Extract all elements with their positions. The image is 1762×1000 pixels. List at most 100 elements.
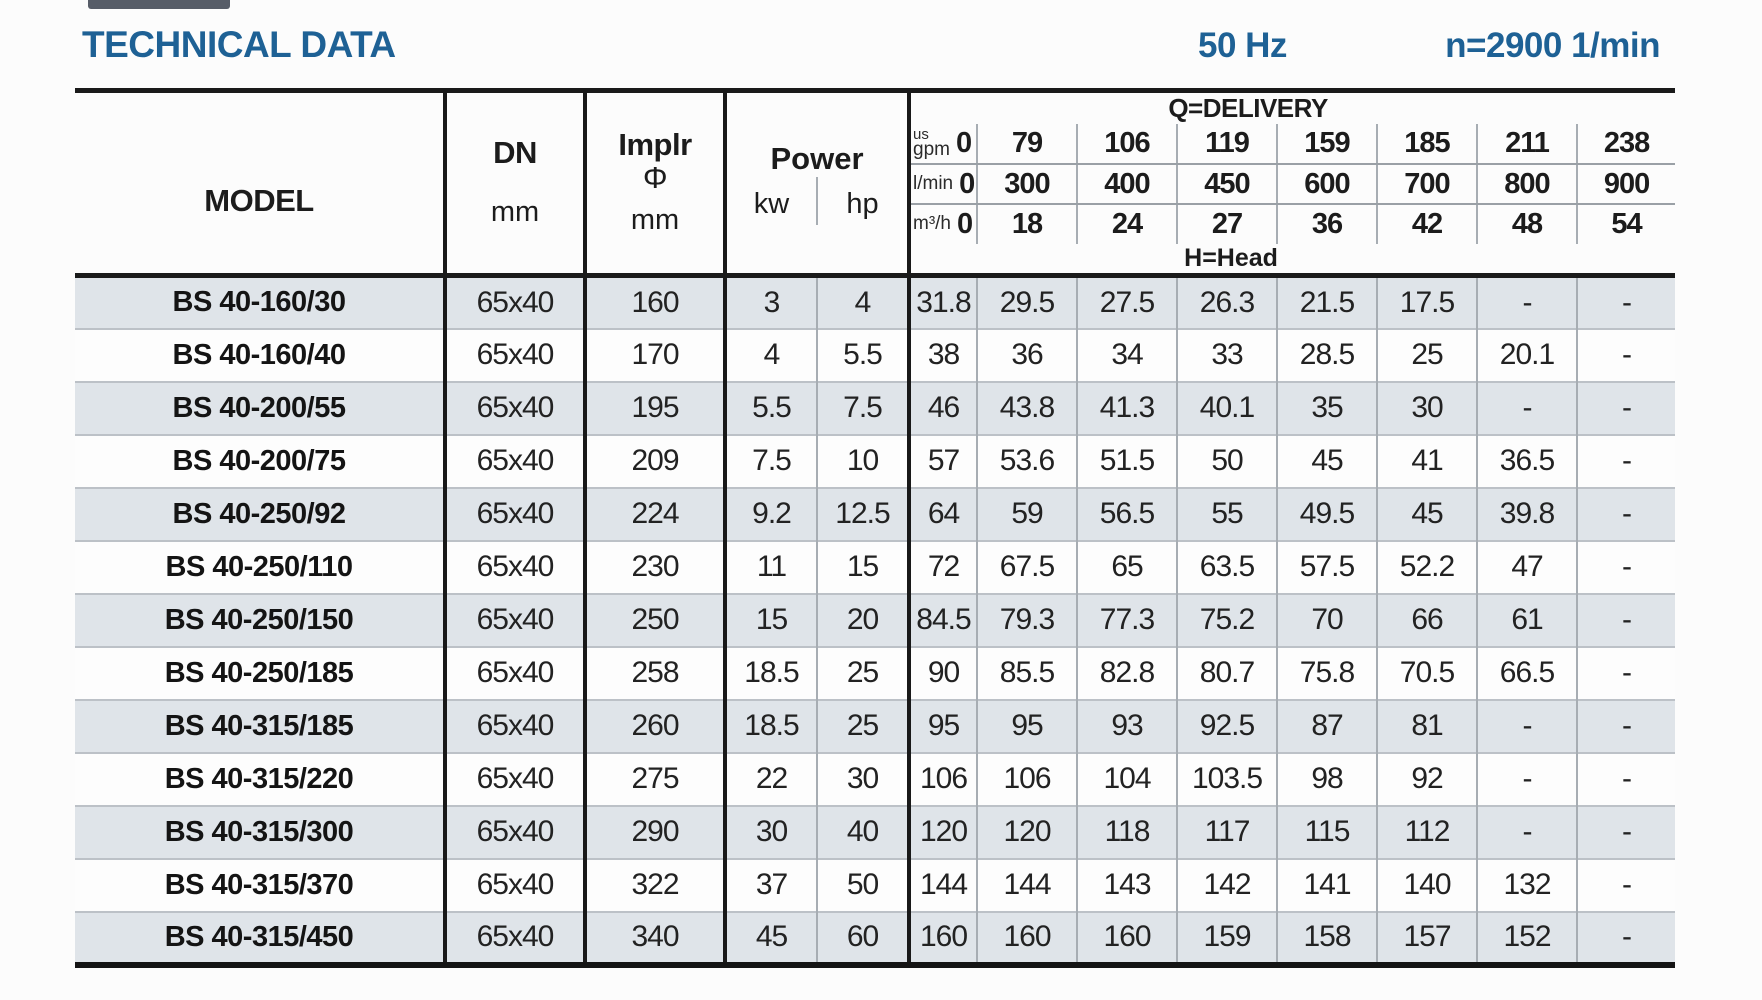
head-value-cell: 92.5 [1176, 698, 1277, 753]
dn-cell: 65x40 [443, 380, 585, 435]
delivery-value-cell: 700 [1376, 164, 1477, 205]
head-value-cell: 160 [976, 910, 1077, 965]
dn-cell: 65x40 [443, 486, 585, 541]
head-value-cell: 82.8 [1076, 645, 1177, 700]
kw-cell: 22 [723, 751, 817, 806]
head-value-cell: 64 [907, 486, 977, 541]
unit-zero-cell: m³/h 0 [907, 204, 977, 244]
dn-header-cell: DN mm [443, 90, 585, 278]
implr-cell: 224 [583, 486, 725, 541]
model-header-cell: MODEL [75, 90, 445, 278]
implr-cell: 290 [583, 804, 725, 859]
model: BS 40-315/300 [75, 804, 445, 859]
hp-cell: 10 [816, 433, 909, 488]
head-value-cell: 30 [1376, 380, 1477, 435]
delivery-value-cell: 800 [1476, 164, 1577, 205]
dn-cell: 65x40 [443, 698, 585, 753]
head-value-cell: 43.8 [976, 380, 1077, 435]
unit-label-wrap: l/min 0 [911, 168, 976, 201]
head-value-cell: 38 [907, 327, 977, 382]
frequency-label: 50 Hz [1198, 26, 1287, 65]
unit-label: us gpm [913, 126, 950, 159]
head-value-cell: 57 [907, 433, 977, 488]
delivery-header-cell: Q=DELIVERY [906, 90, 1676, 124]
unit-label-line: us [913, 126, 929, 144]
head-value-cell: 46 [907, 380, 977, 435]
unit-zero-cell: l/min 0 [907, 164, 977, 205]
head-value-cell: - [1575, 698, 1676, 753]
head-value-cell: - [1476, 380, 1577, 435]
implr-cell: 340 [583, 910, 725, 965]
kw-cell: 37 [723, 857, 817, 912]
kw-cell: 18.5 [723, 645, 817, 700]
page-title: TECHNICAL DATA [82, 24, 396, 65]
head-value-cell: - [1476, 698, 1577, 753]
head-value-cell: - [1575, 327, 1676, 382]
head-value-cell: 33 [1176, 327, 1277, 382]
implr-cell: 322 [583, 857, 725, 912]
kw-cell: 9.2 [723, 486, 817, 541]
unit-label-wrap: us gpm 0 [911, 127, 976, 160]
head-value-cell: 117 [1176, 804, 1277, 859]
head-value-cell: - [1575, 592, 1676, 647]
head-value-cell: 142 [1176, 857, 1277, 912]
head-value-cell: 79.3 [976, 592, 1077, 647]
delivery-value-cell: 400 [1076, 164, 1177, 205]
table-row: BS 40-250/92 65x40 224 9.2 12.5 64 59 56.5 55 49.… [75, 486, 1676, 541]
model: BS 40-315/450 [75, 910, 445, 965]
table-row: BS 40-250/150 65x40 250 15 20 84.5 79.3 77.3 75.… [75, 592, 1676, 647]
dn-header-label: DN [493, 135, 537, 171]
table-row: BS 40-200/75 65x40 209 7.5 10 57 53.6 51.5 50 45 4… [75, 433, 1676, 488]
hp-cell: 30 [816, 751, 909, 806]
head-value-cell: 160 [1076, 910, 1177, 965]
head-value-cell: 28.5 [1276, 327, 1377, 382]
head-value-cell: 41.3 [1076, 380, 1177, 435]
head-value-cell: - [1575, 857, 1676, 912]
delivery-value-cell: 36 [1276, 204, 1377, 244]
delivery-header-label: Q=DELIVERY [1168, 93, 1328, 123]
delivery-value-cell: 48 [1476, 204, 1577, 244]
head-value-cell: 51.5 [1076, 433, 1177, 488]
model-header-label: MODEL [204, 182, 314, 218]
head-value-cell: 118 [1076, 804, 1177, 859]
delivery-value-cell: 211 [1476, 124, 1577, 165]
head-value-cell: 20.1 [1476, 327, 1577, 382]
table-header: MODEL DN mm Implr Φ mm [75, 90, 1676, 278]
dn-cell: 65x40 [443, 433, 585, 488]
unit-zero-value: 0 [959, 167, 975, 200]
table-row: BS 40-250/110 65x40 230 11 15 72 67.5 65 63.5 57.… [75, 539, 1676, 594]
unit-zero-value: 0 [957, 208, 973, 240]
delivery-value-cell: 450 [1176, 164, 1277, 205]
table-row: BS 40-315/370 65x40 322 37 50 144 144 143 142 141… [75, 857, 1676, 912]
head-value-cell: 106 [976, 751, 1077, 806]
head-value-cell: 90 [907, 645, 977, 700]
head-value-cell: 56.5 [1076, 486, 1177, 541]
table-row: BS 40-200/55 65x40 195 5.5 7.5 46 43.8 41.3 40.1… [75, 380, 1676, 435]
model: BS 40-250/92 [75, 486, 445, 541]
delivery-value-cell: 79 [976, 124, 1077, 165]
model: BS 40-315/220 [75, 751, 445, 806]
implr-cell: 195 [583, 380, 725, 435]
head-value-cell: 55 [1176, 486, 1277, 541]
kw-cell: 5.5 [723, 380, 817, 435]
head-value-cell: 81 [1376, 698, 1477, 753]
head-value-cell: 35 [1276, 380, 1377, 435]
dn-unit-label: mm [490, 195, 540, 228]
model: BS 40-250/150 [75, 592, 445, 647]
head-value-cell: 160 [907, 910, 977, 965]
head-value-cell: 66.5 [1476, 645, 1577, 700]
head-value-cell: 92 [1376, 751, 1477, 806]
hp-cell: 60 [816, 910, 909, 965]
head-value-cell: 144 [976, 857, 1077, 912]
model: BS 40-200/75 [75, 433, 445, 488]
head-value-cell: 36.5 [1476, 433, 1577, 488]
head-value-cell: 75.2 [1176, 592, 1277, 647]
hp-cell: 50 [816, 857, 909, 912]
kw-cell: 15 [723, 592, 817, 647]
head-value-cell: 21.5 [1276, 274, 1377, 329]
unit-label-line: l/min [913, 172, 954, 194]
head-value-cell: 40.1 [1176, 380, 1277, 435]
head-value-cell: 50 [1176, 433, 1277, 488]
head-value-cell: 31.8 [907, 274, 977, 329]
